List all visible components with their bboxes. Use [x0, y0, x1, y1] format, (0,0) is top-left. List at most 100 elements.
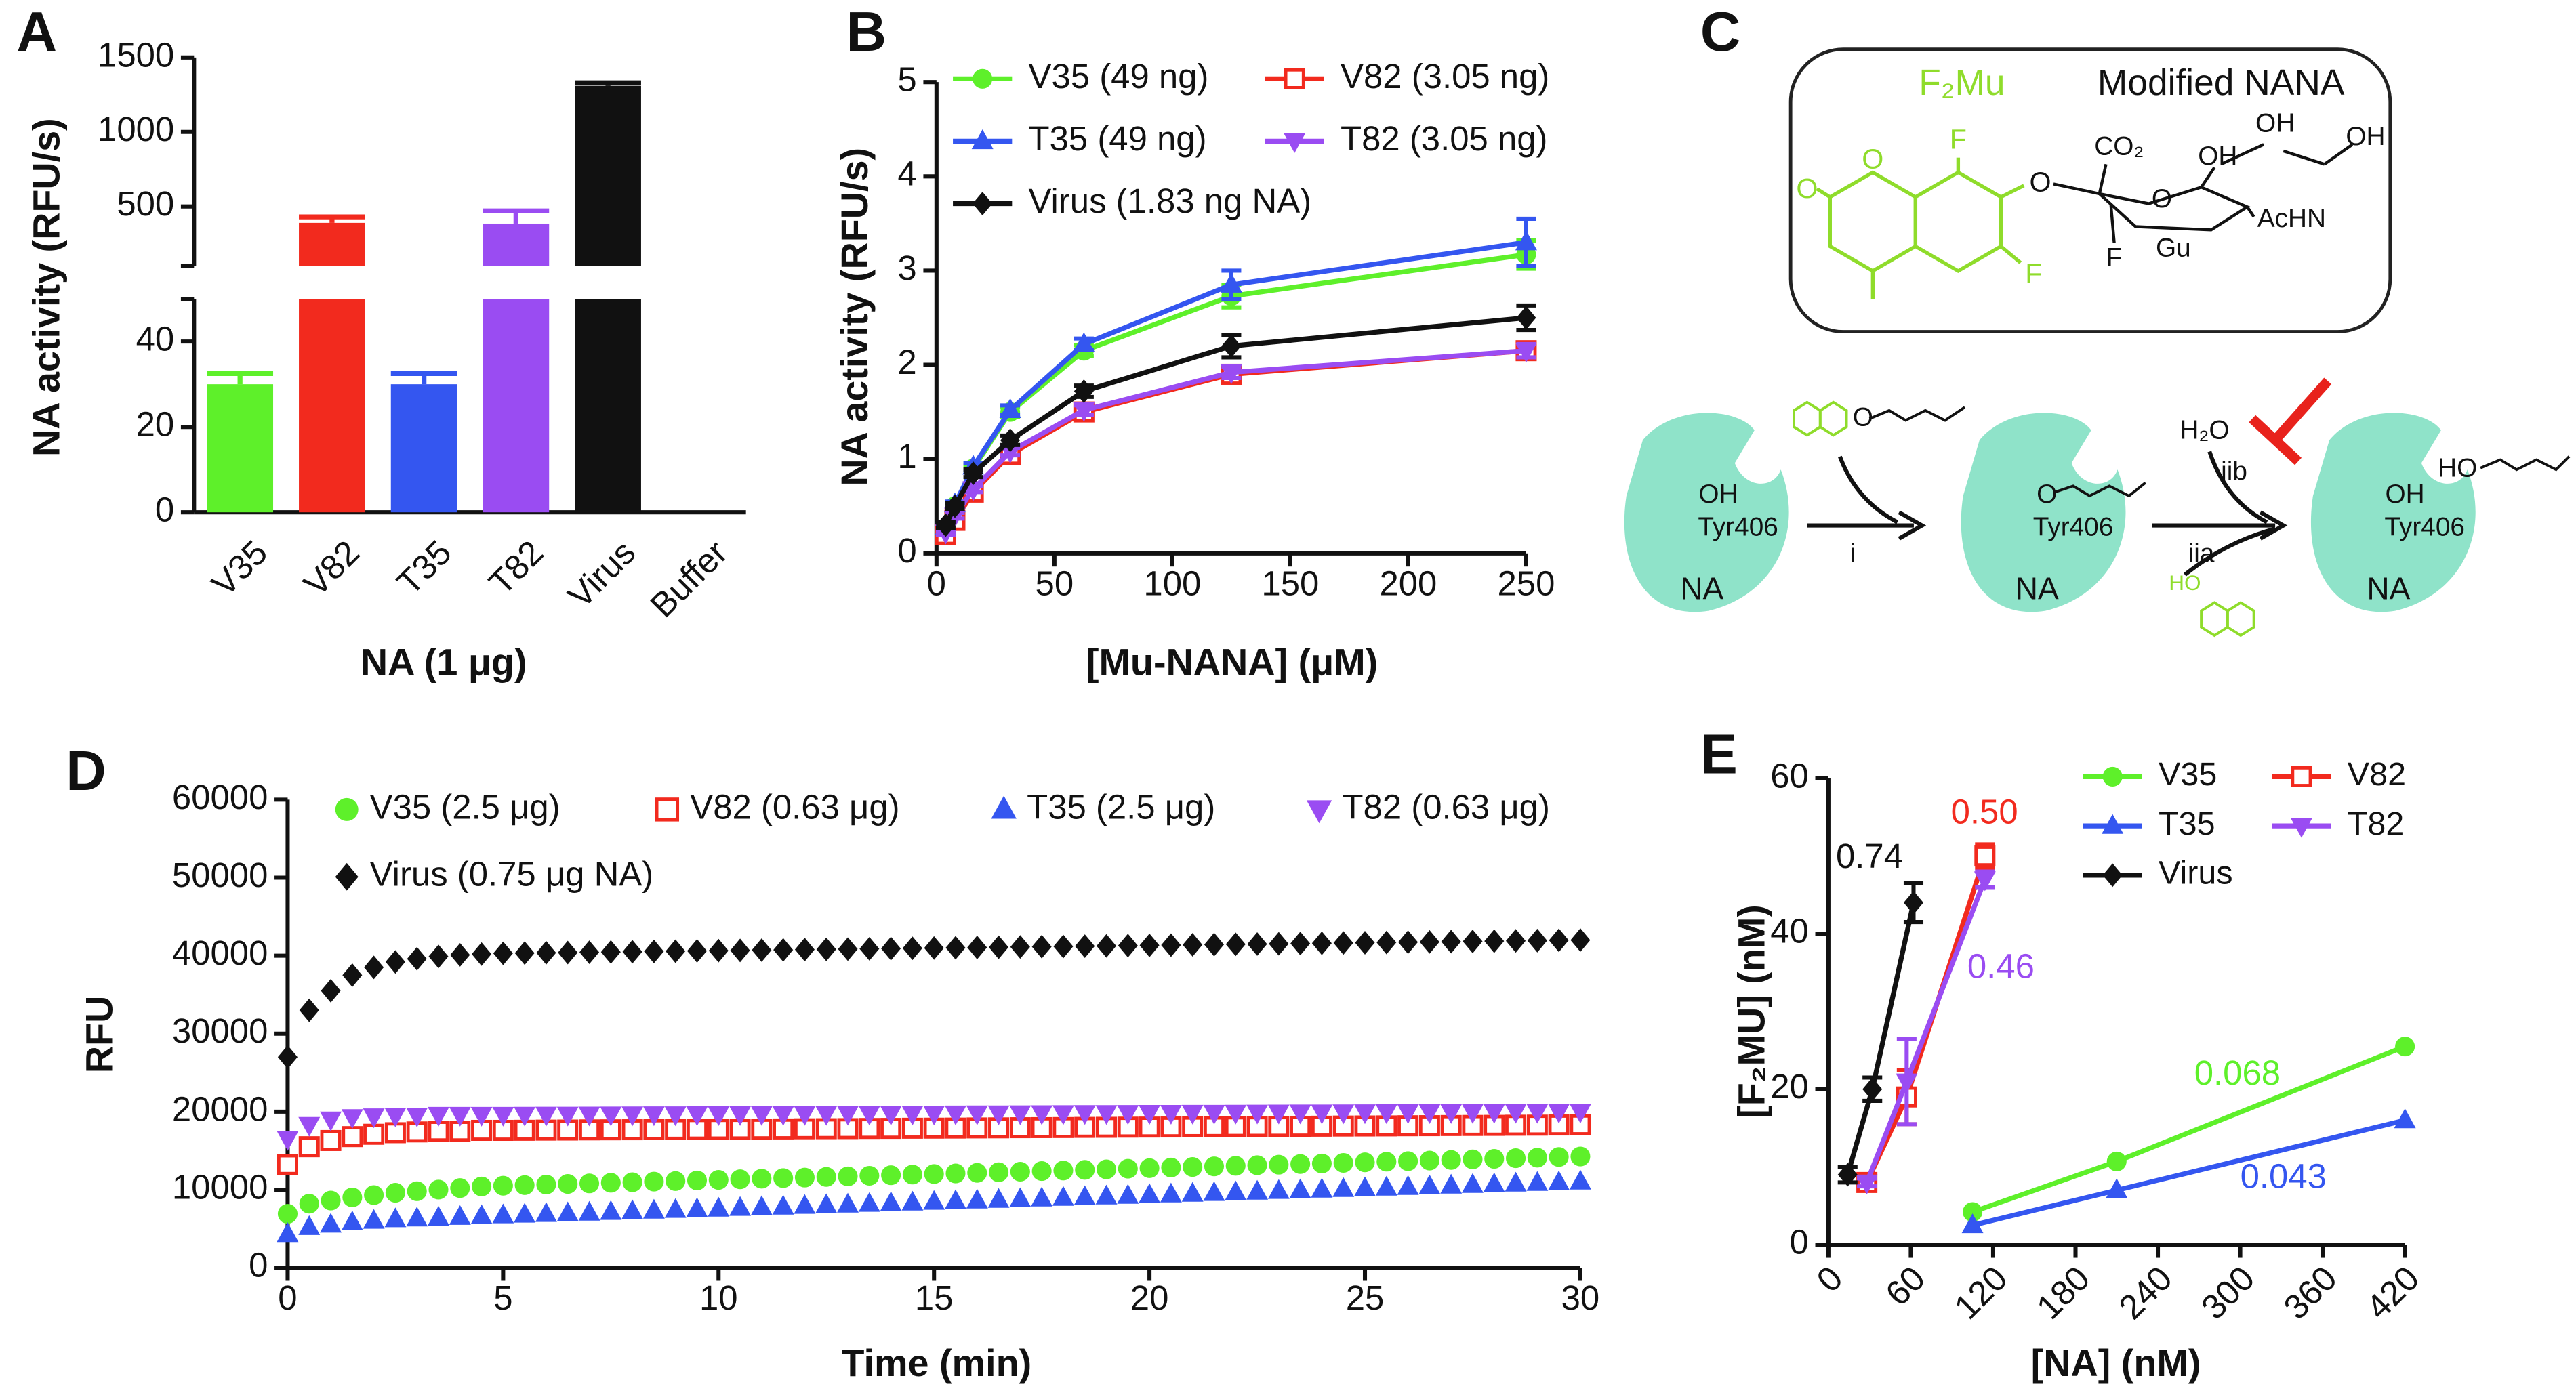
marker — [363, 1108, 385, 1129]
marker — [686, 1197, 708, 1217]
marker — [967, 1163, 987, 1183]
marker — [341, 1210, 363, 1230]
bar — [390, 384, 457, 513]
legend-marker — [335, 797, 359, 821]
marker — [1311, 931, 1332, 955]
x-tick-label: Buffer — [642, 533, 735, 625]
marker — [1484, 1148, 1505, 1169]
marker — [1073, 332, 1095, 352]
marker — [1096, 934, 1117, 958]
y-tick-label: 50000 — [172, 856, 268, 894]
marker — [794, 1106, 816, 1126]
x-tick-label: T35 — [390, 533, 459, 602]
atom: O — [1796, 173, 1818, 204]
x-tick-label: 300 — [2194, 1259, 2262, 1327]
bar — [575, 299, 641, 513]
marker — [999, 398, 1021, 418]
y-tick-label: 20 — [136, 405, 175, 444]
marker — [752, 938, 772, 962]
marker — [320, 1129, 342, 1151]
marker — [1181, 1104, 1204, 1125]
slope-label: 0.068 — [2194, 1053, 2281, 1092]
marker — [1570, 1146, 1591, 1167]
fit-line — [1971, 1118, 2406, 1228]
marker — [859, 1165, 880, 1186]
probe-box — [1788, 47, 2392, 334]
marker — [881, 1165, 901, 1186]
marker — [901, 1190, 924, 1211]
marker — [342, 1187, 363, 1208]
marker — [644, 939, 664, 963]
marker — [858, 1192, 880, 1212]
x-tick-label: 0 — [927, 564, 946, 603]
marker — [944, 1189, 966, 1209]
fit-line — [1971, 1044, 2406, 1215]
marker — [1031, 1186, 1053, 1207]
y-axis-label: NA activity (RFU/s) — [834, 148, 876, 486]
marker — [1569, 1169, 1591, 1190]
bar — [575, 85, 641, 266]
marker — [750, 1195, 773, 1215]
marker — [556, 1201, 579, 1221]
marker — [1440, 1104, 1463, 1124]
atom: F — [2025, 258, 2042, 289]
marker — [2395, 1037, 2415, 1057]
legend-marker — [655, 797, 680, 822]
marker — [277, 1131, 299, 1151]
marker — [1397, 1104, 1419, 1124]
marker — [664, 1198, 687, 1218]
marker — [1355, 931, 1375, 955]
x-tick-label: 60 — [1878, 1259, 1932, 1313]
marker — [1096, 1159, 1117, 1179]
marker — [299, 1194, 319, 1214]
marker — [1376, 930, 1397, 955]
leaving-group: HO — [2169, 570, 2201, 595]
marker — [385, 950, 405, 974]
marker — [1183, 1157, 1203, 1177]
marker — [901, 1106, 924, 1126]
marker — [1569, 1104, 1591, 1124]
marker — [1375, 1175, 1397, 1196]
probe-name: F₂Mu — [1919, 63, 2005, 103]
marker — [1311, 1104, 1333, 1125]
marker — [1461, 1104, 1484, 1124]
marker — [363, 1209, 385, 1229]
marker — [1440, 1173, 1463, 1194]
marker — [924, 936, 944, 960]
marker — [449, 1205, 471, 1225]
marker — [1117, 1105, 1139, 1125]
marker — [472, 942, 492, 966]
legend-label: V35 — [2159, 756, 2217, 793]
y-tick-label: 5 — [897, 60, 916, 99]
marker — [1225, 1104, 1247, 1125]
sugar — [2053, 143, 2354, 243]
marker — [816, 1167, 836, 1187]
marker — [1269, 932, 1289, 956]
marker — [794, 1167, 815, 1188]
marker — [1418, 1174, 1441, 1194]
atom: O — [2030, 166, 2051, 197]
marker — [342, 963, 363, 987]
marker — [1961, 1213, 1984, 1234]
marker — [730, 938, 750, 963]
marker — [277, 1204, 298, 1224]
panel-letter: B — [846, 1, 886, 63]
marker — [1483, 1104, 1505, 1124]
marker — [1009, 1187, 1031, 1207]
atom: O — [1862, 143, 1883, 174]
legend-label: Virus — [2159, 855, 2233, 892]
y-tick-label: 40 — [136, 320, 175, 358]
marker — [493, 1175, 513, 1196]
inhibition-mark — [2249, 377, 2332, 465]
marker — [644, 1171, 664, 1192]
marker — [1009, 1105, 1031, 1125]
marker — [880, 1191, 902, 1211]
marker — [428, 1179, 449, 1200]
residue: Tyr406 — [2033, 513, 2114, 542]
marker — [556, 1106, 579, 1127]
marker — [407, 1181, 427, 1201]
step-label: i — [1850, 539, 1856, 568]
marker — [1856, 1174, 1878, 1194]
marker — [708, 1196, 730, 1217]
